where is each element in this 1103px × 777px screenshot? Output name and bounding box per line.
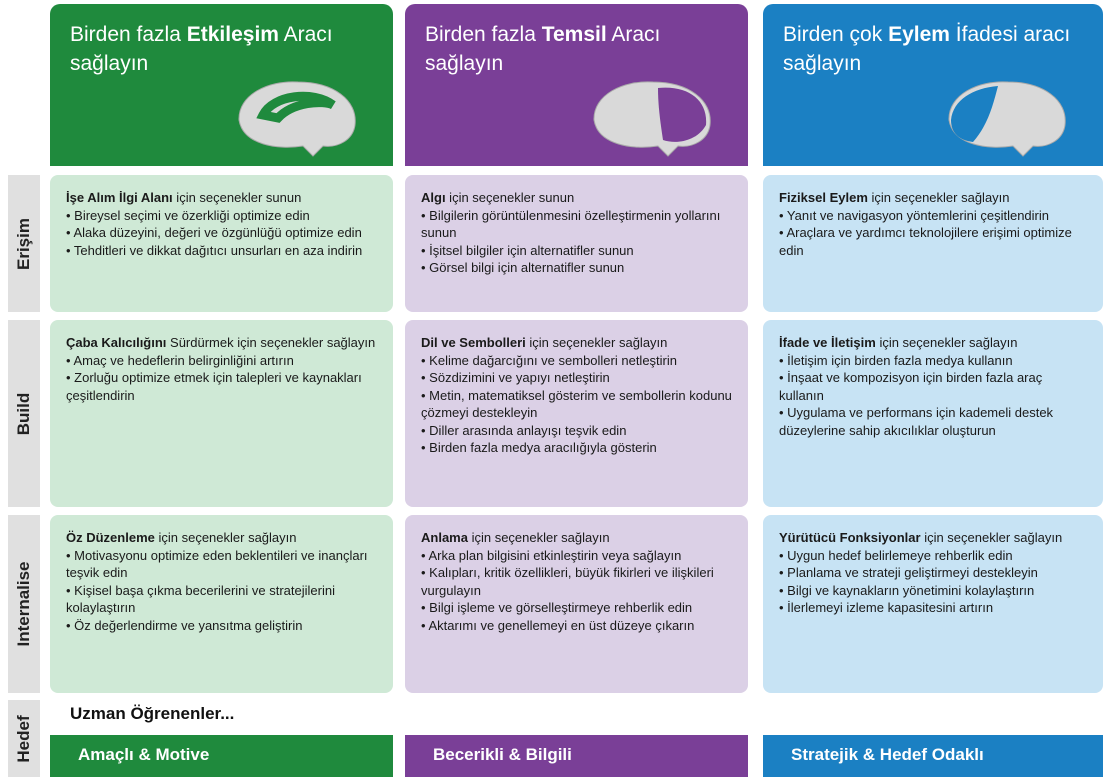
checkpoint: • İnşaat ve kompozisyon için birden fazl… (779, 370, 1043, 403)
heading-text: için seçenekler sağlayın (920, 530, 1063, 545)
guideline-heading: İfade ve İletişim için seçenekler sağlay… (779, 334, 1087, 352)
row-label-tab: Build (8, 320, 40, 507)
guideline-cell: Algı için seçenekler sunun • Bilgilerin g… (405, 175, 748, 312)
checkpoint: • Uygun hedef belirlemeye rehberlik edin (779, 547, 1013, 563)
guideline-cell: İşe Alım İlgi Alanı için seçenekler sunu… (50, 175, 393, 312)
row-label-tab: Internalise (8, 515, 40, 693)
header-bold: Eylem (888, 23, 950, 46)
header-text: Aracı sağlayın (70, 23, 333, 75)
checkpoint: • Birden fazla medya aracılığıyla göster… (421, 440, 657, 455)
guideline-heading: Yürütücü Fonksiyonlar için seçenekler sa… (779, 529, 1087, 547)
heading-bold: İfade ve İletişim (779, 335, 876, 350)
checkpoint: • Alaka düzeyini, değeri ve özgünlüğü op… (66, 225, 362, 240)
guideline-heading: İşe Alım İlgi Alanı için seçenekler sunu… (66, 189, 377, 207)
guideline-cell: Dil ve Sembolleri için seçenekler sağlay… (405, 320, 748, 507)
row-label: Build (14, 392, 33, 435)
heading-text: için seçenekler sunun (445, 190, 575, 205)
checkpoint: • İşitsel bilgiler için alternatifler su… (421, 242, 634, 258)
checkpoint: • Araçlara ve yardımcı teknolojilere eri… (779, 225, 1072, 258)
checkpoint: • Bireysel seçimi ve özerkliği optimize … (66, 207, 310, 223)
guideline-heading: Dil ve Sembolleri için seçenekler sağlay… (421, 334, 732, 352)
column-header: Birden fazla Etkileşim Aracı sağlayın (50, 4, 393, 166)
checkpoint: • Aktarımı ve genellemeyi en üst düzeye … (421, 617, 695, 633)
checkpoint: • Amaç ve hedeflerin belirginliğini artı… (66, 352, 294, 368)
heading-bold: İşe Alım İlgi Alanı (66, 190, 173, 205)
heading-text: için seçenekler sunun (172, 190, 302, 205)
header-text: Birden fazla (70, 23, 187, 46)
guideline-heading: Algı için seçenekler sunun (421, 189, 732, 207)
checkpoint: • Kişisel başa çıkma becerilerini ve str… (66, 582, 335, 616)
heading-text: için seçenekler sağlayın (154, 530, 297, 545)
heading-bold: Yürütücü Fonksiyonlar (779, 530, 921, 545)
checkpoint: • Yanıt ve navigasyon yöntemlerini çeşit… (779, 207, 1049, 223)
checkpoint: • Uygulama ve performans için kademeli d… (779, 405, 1054, 438)
column-footer: Stratejik & Hedef Odaklı (763, 735, 1103, 777)
row-label-tab: Hedef (8, 700, 40, 777)
header-bold: Temsil (541, 23, 607, 46)
row-label: Hedef (14, 714, 33, 763)
brain-icon (948, 81, 1066, 157)
heading-bold: Dil ve Sembolleri (421, 335, 526, 350)
row-label: Internalise (14, 561, 33, 647)
header-text: Aracı sağlayın (425, 23, 661, 75)
checkpoint: • Arka plan bilgisini etkinleştirin veya… (421, 547, 682, 563)
checkpoint: • Kelime dağarcığını ve sembolleri netle… (421, 352, 678, 368)
header-text: Birden fazla (425, 23, 542, 46)
checkpoint: • İletişim için birden fazla medya kulla… (779, 352, 1013, 368)
heading-text: için seçenekler sağlayın (467, 530, 610, 545)
checkpoint: • Sözdizimini ve yapıyı netleştirin (421, 370, 610, 385)
heading-bold: Anlama (421, 530, 468, 545)
goal-text: Uzman Öğrenenler... (70, 704, 235, 723)
heading-text: için seçenekler sağlayın (525, 335, 668, 350)
checkpoint: • Kalıpları, kritik özellikleri, büyük f… (421, 565, 714, 598)
checkpoint: • Görsel bilgi için alternatifler sunun (421, 260, 625, 275)
heading-bold: Öz Düzenleme (66, 530, 155, 545)
guideline-heading: Öz Düzenleme için seçenekler sağlayın (66, 529, 377, 547)
checkpoint: • Bilgilerin görüntülenmesini özelleştir… (421, 207, 721, 241)
guideline-cell: İfade ve İletişim için seçenekler sağlay… (763, 320, 1103, 507)
heading-text: Sürdürmek için seçenekler sağlayın (166, 335, 376, 350)
checkpoint: • Bilgi işleme ve görselleştirmeye rehbe… (421, 600, 693, 615)
heading-bold: Algı (421, 190, 446, 205)
checkpoint: • Planlama ve strateji geliştirmeyi dest… (779, 565, 1038, 580)
guideline-heading: Çaba Kalıcılığını Sürdürmek için seçenek… (66, 334, 377, 352)
column-header: Birden çok Eylem İfadesi aracı sağlayın (763, 4, 1103, 166)
checkpoint: • Tehditleri ve dikkat dağıtıcı unsurlar… (66, 242, 363, 258)
heading-bold: Fiziksel Eylem (779, 190, 868, 205)
header-bold: Etkileşim (186, 23, 279, 46)
checkpoint: • Diller arasında anlayışı teşvik edin (421, 422, 627, 438)
header-text: Birden çok (783, 23, 889, 46)
guideline-heading: Fiziksel Eylem için seçenekler sağlayın (779, 189, 1087, 207)
checkpoint: • İlerlemeyi izleme kapasitesini artırın (779, 600, 994, 615)
header-text: İfadesi aracı sağlayın (783, 23, 1071, 75)
row-label: Erişim (14, 217, 33, 270)
checkpoint: • Motivasyonu optimize eden beklentileri… (66, 547, 368, 581)
column-footer: Becerikli & Bilgili (405, 735, 748, 777)
checkpoint: • Öz değerlendirme ve yansıtma geliştiri… (66, 617, 303, 633)
guideline-cell: Anlama için seçenekler sağlayın • Arka pl… (405, 515, 748, 693)
brain-icon (238, 81, 356, 157)
guideline-heading: Anlama için seçenekler sağlayın (421, 529, 732, 547)
checkpoint: • Zorluğu optimize etmek için talepleri … (66, 370, 362, 403)
checkpoint: • Bilgi ve kaynakların yönetimini kolayl… (779, 582, 1035, 598)
column-footer: Amaçlı & Motive (50, 735, 393, 777)
brain-icon (593, 81, 711, 157)
guideline-cell: Öz Düzenleme için seçenekler sağlayın • M… (50, 515, 393, 693)
heading-text: için seçenekler sağlayın (867, 190, 1010, 205)
guideline-cell: Yürütücü Fonksiyonlar için seçenekler sa… (763, 515, 1103, 693)
row-label-tab: Erişim (8, 175, 40, 312)
checkpoint: • Metin, matematiksel gösterim ve sembol… (421, 387, 732, 421)
guideline-cell: Çaba Kalıcılığını Sürdürmek için seçenek… (50, 320, 393, 507)
heading-text: için seçenekler sağlayın (875, 335, 1018, 350)
column-header: Birden fazla Temsil Aracı sağlayın (405, 4, 748, 166)
heading-bold: Çaba Kalıcılığını (66, 335, 167, 350)
guideline-cell: Fiziksel Eylem için seçenekler sağlayın •… (763, 175, 1103, 312)
